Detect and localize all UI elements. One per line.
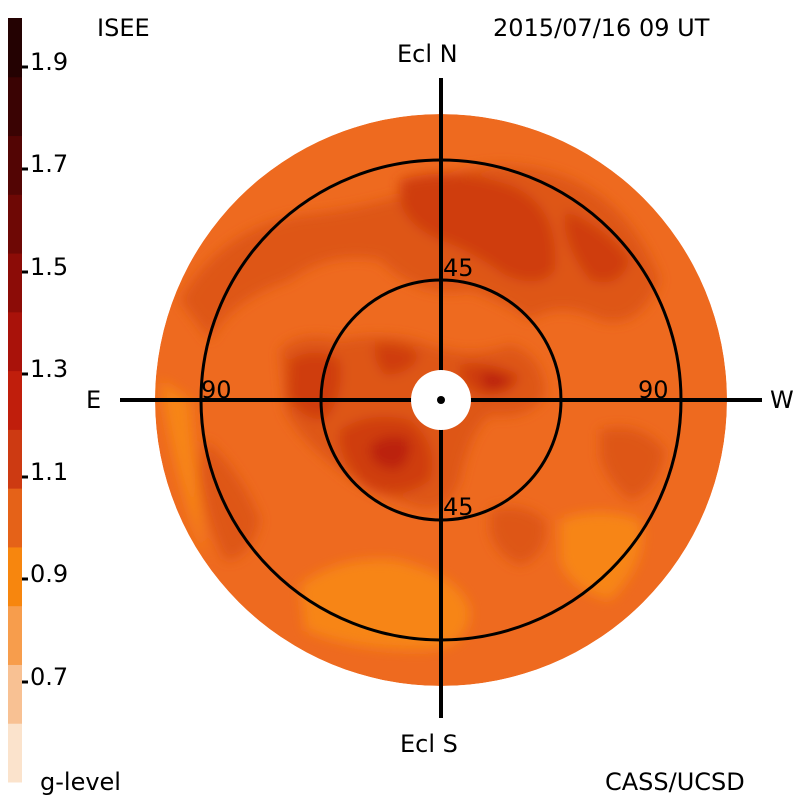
colorbar-tick bbox=[22, 680, 28, 684]
timestamp-label: 2015/07/16 09 UT bbox=[493, 14, 710, 42]
colorbar-tick-label: 0.9 bbox=[30, 560, 69, 588]
credit-label: CASS/UCSD bbox=[605, 768, 745, 796]
light-region bbox=[300, 559, 470, 650]
ring-label-90-right: 90 bbox=[638, 376, 669, 404]
colorbar-tick bbox=[22, 577, 28, 581]
scale-label: g-level bbox=[40, 768, 121, 796]
colorbar-band bbox=[8, 488, 22, 548]
colorbar-band bbox=[8, 546, 22, 607]
colorbar-tick bbox=[22, 270, 28, 274]
colorbar-tick bbox=[22, 167, 28, 171]
colorbar-tick bbox=[22, 475, 28, 479]
ring-label-90-left: 90 bbox=[201, 376, 232, 404]
ring-label-45-bottom: 45 bbox=[443, 493, 474, 521]
colorbar-tick bbox=[22, 65, 28, 69]
darker-region bbox=[374, 343, 420, 375]
brightness-regions bbox=[160, 165, 665, 650]
darkest-region bbox=[370, 436, 411, 470]
colorbar-band bbox=[8, 253, 22, 313]
light-region bbox=[560, 512, 642, 600]
observatory-label: ISEE bbox=[97, 14, 150, 42]
west-label: W bbox=[770, 386, 794, 414]
south-label: Ecl S bbox=[400, 730, 458, 758]
colorbar-tick-label: 1.1 bbox=[30, 458, 69, 486]
colorbar-band bbox=[8, 135, 22, 195]
colorbar-band bbox=[8, 605, 22, 665]
darker-region bbox=[288, 352, 341, 420]
colorbar-band bbox=[8, 723, 22, 783]
darker-region bbox=[565, 210, 630, 283]
colorbar-tick-label: 1.7 bbox=[30, 150, 69, 178]
dark-region bbox=[600, 427, 665, 500]
colorbar-tick-label: 1.9 bbox=[30, 48, 69, 76]
north-label: Ecl N bbox=[397, 40, 458, 68]
colorbar-band bbox=[8, 664, 22, 724]
colorbar-bands bbox=[8, 18, 22, 783]
colorbar-band bbox=[8, 76, 22, 137]
darker-region bbox=[400, 173, 556, 282]
colorbar-band bbox=[8, 18, 22, 78]
colorbar-tick-label: 1.5 bbox=[30, 253, 69, 281]
colorbar-band bbox=[8, 370, 22, 430]
ring-label-45-top: 45 bbox=[443, 254, 474, 282]
colorbar-band bbox=[8, 194, 22, 254]
east-label: E bbox=[86, 386, 102, 414]
colorbar bbox=[8, 18, 28, 783]
colorbar-band bbox=[8, 429, 22, 489]
colorbar-tick-label: 1.3 bbox=[30, 355, 69, 383]
sun-center-dot bbox=[437, 396, 445, 404]
darkest-region bbox=[480, 371, 512, 391]
dark-region bbox=[490, 506, 546, 565]
colorbar-tick bbox=[22, 372, 28, 376]
colorbar-ticks bbox=[22, 65, 28, 684]
dark-region bbox=[200, 440, 260, 560]
colorbar-tick-label: 0.7 bbox=[30, 663, 69, 691]
colorbar-band bbox=[8, 311, 22, 372]
light-region bbox=[160, 380, 205, 560]
